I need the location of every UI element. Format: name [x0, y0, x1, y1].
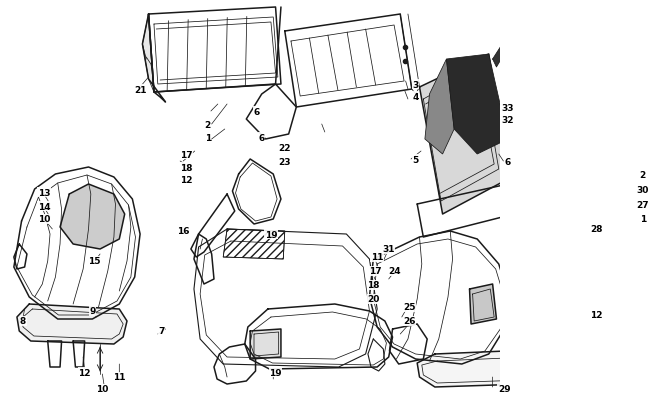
Text: 27: 27	[636, 200, 649, 209]
Text: 12: 12	[590, 310, 603, 319]
Polygon shape	[17, 304, 127, 344]
Polygon shape	[469, 284, 497, 324]
Text: 13: 13	[38, 188, 50, 197]
Text: 16: 16	[177, 227, 189, 236]
Polygon shape	[425, 60, 454, 155]
Text: 3: 3	[413, 80, 419, 89]
Text: 11: 11	[113, 373, 125, 382]
Text: 12: 12	[79, 368, 91, 377]
Text: 6: 6	[259, 133, 265, 142]
Text: 2: 2	[640, 170, 646, 179]
Text: 6: 6	[505, 157, 511, 166]
Text: 18: 18	[367, 281, 380, 290]
Text: 18: 18	[180, 163, 192, 172]
Text: 26: 26	[403, 317, 416, 326]
Text: 30: 30	[636, 185, 649, 194]
Text: 1: 1	[640, 215, 646, 224]
Text: 31: 31	[382, 245, 395, 254]
Polygon shape	[142, 15, 166, 103]
Text: 4: 4	[413, 92, 419, 101]
Text: 17: 17	[180, 150, 192, 159]
Text: 19: 19	[265, 230, 278, 239]
Text: 6: 6	[254, 107, 259, 116]
Text: 19: 19	[269, 368, 282, 377]
Polygon shape	[493, 48, 504, 68]
Polygon shape	[417, 347, 623, 387]
Text: 9: 9	[89, 307, 96, 316]
Text: 32: 32	[502, 115, 514, 124]
Polygon shape	[250, 329, 281, 359]
Polygon shape	[447, 55, 508, 155]
Text: 28: 28	[590, 225, 603, 234]
Text: 29: 29	[498, 385, 510, 394]
Text: 2: 2	[205, 120, 211, 129]
Text: 21: 21	[135, 85, 147, 94]
Text: 25: 25	[403, 303, 416, 312]
Text: 5: 5	[413, 155, 419, 164]
Text: 12: 12	[180, 175, 192, 184]
Text: 23: 23	[279, 157, 291, 166]
Text: 17: 17	[369, 267, 382, 276]
Text: 22: 22	[279, 143, 291, 152]
Text: 15: 15	[88, 257, 100, 266]
Polygon shape	[60, 185, 125, 249]
Text: 7: 7	[159, 327, 165, 336]
Text: 24: 24	[388, 267, 400, 276]
Text: 10: 10	[96, 385, 109, 394]
Text: 10: 10	[38, 215, 50, 224]
Text: 1: 1	[205, 133, 211, 142]
Text: 8: 8	[20, 317, 26, 326]
Text: 33: 33	[502, 103, 514, 112]
Text: 14: 14	[38, 202, 50, 211]
Text: 20: 20	[367, 295, 380, 304]
Polygon shape	[419, 55, 508, 215]
Text: 11: 11	[371, 253, 384, 262]
